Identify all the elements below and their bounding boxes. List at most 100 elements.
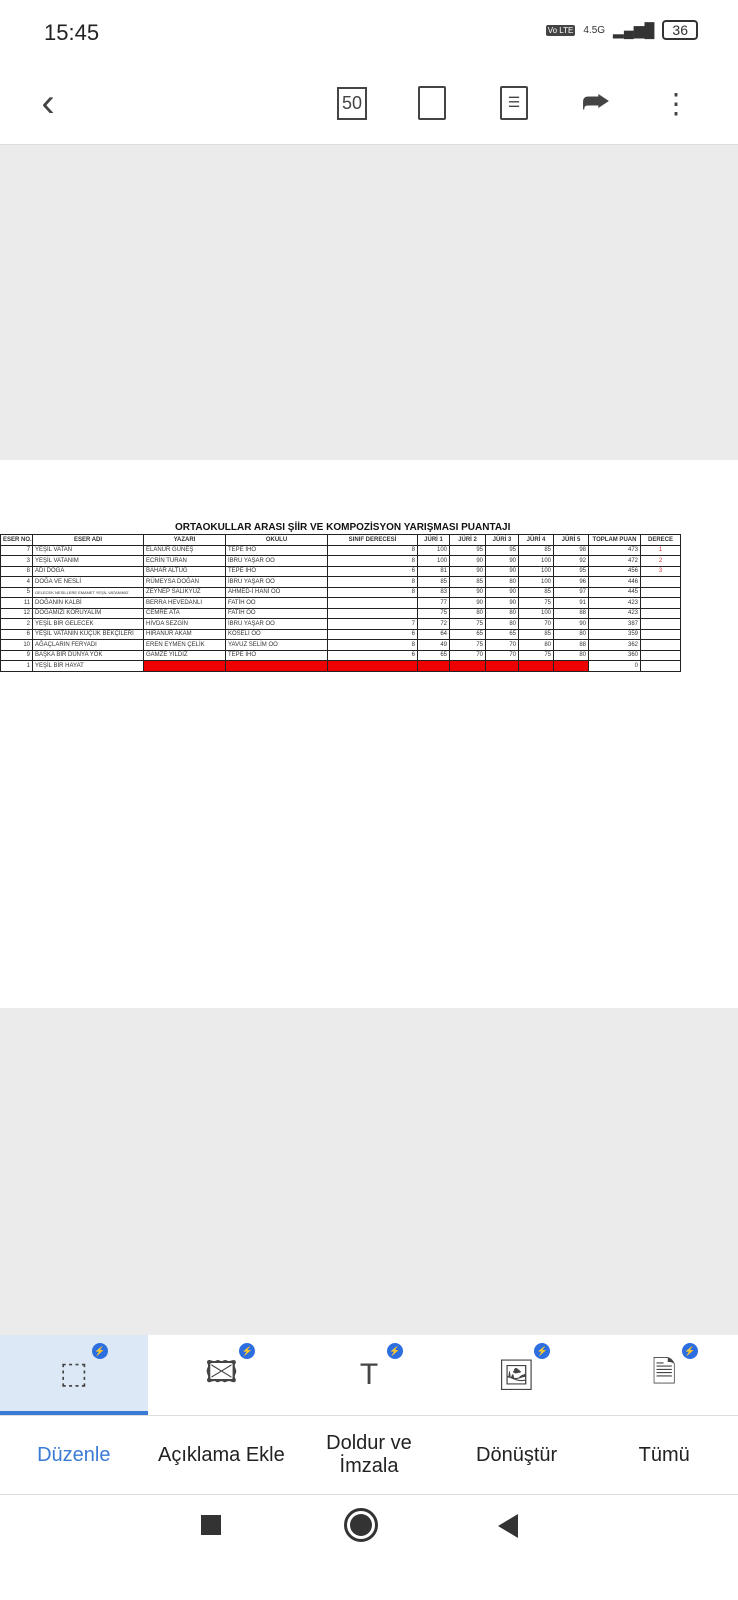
table-cell	[143, 660, 226, 672]
table-cell: ZEYNEP SALIKYÜZ	[143, 586, 226, 598]
table-cell: 359	[588, 628, 641, 640]
table-row: 1 YEŞİL BİR HAYAT 0	[0, 660, 681, 672]
table-cell: GELECEK NESİLLERE EMANET YEŞİL VATANIMIZ	[32, 586, 144, 598]
table-row: 9 BAŞKA BİR DÜNYA YOK GAMZE YILDIZ TEPE İHO…	[0, 649, 681, 661]
table-cell: İBRU YAŞAR OO	[225, 555, 328, 567]
table-cell: 90	[553, 618, 589, 630]
table-cell: YEŞİL BİR HAYAT	[32, 660, 144, 672]
column-header: ESER NO.	[0, 534, 33, 546]
tool-button-2[interactable]: T ⚡	[295, 1335, 443, 1415]
table-cell: 1	[0, 660, 33, 672]
table-cell: 70	[485, 649, 519, 661]
home-button[interactable]	[344, 1508, 378, 1542]
table-cell	[518, 660, 554, 672]
tab-4[interactable]: Tümü	[638, 1443, 690, 1466]
table-cell: 7	[0, 544, 33, 556]
document-title: ORTAOKULLAR ARASI ŞİİR VE KOMPOZİSYON YA…	[175, 522, 511, 533]
table-cell: 81	[417, 565, 450, 577]
table-row: 12 DOĞAMIZI KORUYALIM CEMRE ATA FATİH OO 75 8…	[0, 607, 681, 619]
annotate-image-icon: 🖾	[205, 1355, 238, 1389]
tool-button-3[interactable]: 🖼 ⚡	[443, 1335, 591, 1415]
table-cell: 80	[485, 607, 519, 619]
tool-button-1[interactable]: 🖾 ⚡	[148, 1335, 296, 1415]
table-row: 4 DOĞA VE NESLİ RÜMEYSA DOĞAN İBRU YAŞAR OO…	[0, 576, 681, 588]
table-cell: KÖSELİ OO	[225, 628, 328, 640]
table-cell: İBRU YAŞAR OO	[225, 618, 328, 630]
page-gap	[0, 1008, 738, 1335]
table-cell: 88	[553, 607, 589, 619]
edit-text-icon: ⬚	[59, 1356, 88, 1390]
table-cell	[417, 660, 450, 672]
table-cell: 8	[0, 565, 33, 577]
back-button[interactable]: ‹	[41, 80, 55, 125]
table-cell: 85	[518, 586, 554, 598]
table-cell: BAHAR ALTUĞ	[143, 565, 226, 577]
tool-button-0[interactable]: ⬚ ⚡	[0, 1335, 148, 1415]
table-cell: 65	[485, 628, 519, 640]
battery-icon: 36	[662, 20, 698, 40]
table-cell: 49	[417, 639, 450, 651]
table-cell: 75	[449, 639, 486, 651]
page-count-button[interactable]: 50	[336, 86, 368, 120]
table-cell: CEMRE ATA	[143, 607, 226, 619]
top-toolbar: ‹ 50 ☰ ⮫ ⋮	[0, 65, 738, 145]
table-cell: 100	[518, 607, 554, 619]
table-cell: 90	[485, 555, 519, 567]
table-cell: 100	[518, 555, 554, 567]
table-cell: 3	[640, 565, 681, 577]
table-cell: 85	[449, 576, 486, 588]
tab-2[interactable]: Doldur ve İmzala	[326, 1432, 412, 1477]
table-cell: 445	[588, 586, 641, 598]
table-cell: 90	[449, 565, 486, 577]
table-cell: 472	[588, 555, 641, 567]
table-cell: 70	[518, 618, 554, 630]
table-cell: FATİH OO	[225, 597, 328, 609]
table-cell: ELANUR GÜNEŞ	[143, 544, 226, 556]
table-cell: 12	[0, 607, 33, 619]
more-options-icon[interactable]: ⋮	[662, 87, 690, 119]
premium-badge-icon: ⚡	[681, 1343, 698, 1359]
table-cell: 92	[553, 555, 589, 567]
column-header: JÜRİ 2	[449, 534, 486, 546]
table-cell: 98	[553, 544, 589, 556]
table-cell: 75	[518, 597, 554, 609]
pdf-add-icon: 🗎	[652, 1355, 677, 1389]
table-cell	[640, 597, 681, 609]
table-cell: RÜMEYSA DOĞAN	[143, 576, 226, 588]
table-cell: 70	[485, 639, 519, 651]
table-cell: 8	[327, 586, 418, 598]
table-cell	[225, 660, 328, 672]
add-text-icon: T	[359, 1358, 379, 1391]
table-row: 2 YEŞİL BİR GELECEK HİVDA SEZGİN İBRU YAŞAR…	[0, 618, 681, 630]
tab-3[interactable]: Dönüştür	[476, 1443, 558, 1466]
table-row: 5 GELECEK NESİLLERE EMANET YEŞİL VATANIMI…	[0, 586, 681, 598]
pdf-page[interactable]: ORTAOKULLAR ARASI ŞİİR VE KOMPOZİSYON YA…	[0, 470, 738, 1030]
table-cell: 6	[0, 628, 33, 640]
table-cell	[640, 660, 681, 672]
tool-button-4[interactable]: 🗎 ⚡	[590, 1335, 738, 1415]
tab-1[interactable]: Açıklama Ekle	[158, 1443, 285, 1466]
table-cell: 2	[640, 555, 681, 567]
clock: 15:45	[44, 20, 100, 45]
fullscreen-icon[interactable]	[410, 81, 454, 125]
table-row: 10 AĞAÇLARIN FERYADI EREN EYMEN ÇELİK YAVUZ…	[0, 639, 681, 651]
table-cell: 70	[449, 649, 486, 661]
table-cell: 96	[553, 576, 589, 588]
share-icon[interactable]: ⮫	[582, 86, 610, 119]
table-row: 7 YEŞİL VATAN ELANUR GÜNEŞ TEPE İHO 8 100 95 95…	[0, 544, 681, 556]
table-cell: 95	[553, 565, 589, 577]
table-cell	[327, 660, 418, 672]
column-header: DERECE	[640, 534, 681, 546]
table-row: 8 ADI DOĞA BAHAR ALTUĞ TEPE İHO 6 81 90 90 100 95…	[0, 565, 681, 577]
page-view-icon[interactable]: ☰	[492, 81, 536, 125]
recents-button[interactable]	[201, 1515, 221, 1535]
tab-0[interactable]: Düzenle	[37, 1443, 111, 1466]
back-nav-button[interactable]	[498, 1514, 518, 1538]
table-cell: 77	[417, 597, 450, 609]
table-row: 3 YEŞİL VATANIM ECRİN TURAN İBRU YAŞAR OO 8 1…	[0, 555, 681, 567]
table-cell: 8	[327, 555, 418, 567]
table-cell: 100	[417, 544, 450, 556]
table-cell: 80	[553, 649, 589, 661]
table-cell: 80	[485, 618, 519, 630]
table-cell: 80	[553, 628, 589, 640]
